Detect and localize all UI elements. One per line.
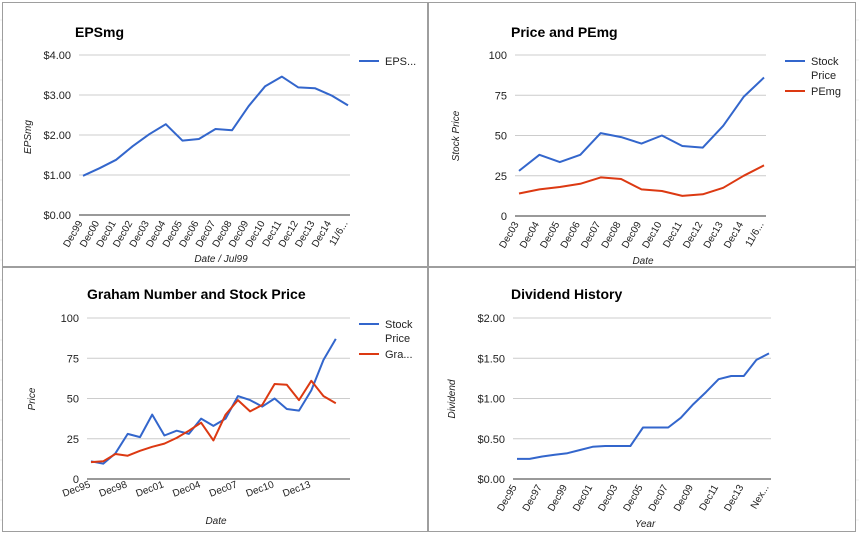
legend-label: PEmg [811, 86, 841, 98]
x-axis-label: Date / Jul99 [194, 254, 248, 265]
x-tick-label: Dec03 [596, 483, 620, 514]
y-tick-label: 75 [495, 90, 507, 102]
x-tick-label: Dec01 [135, 479, 166, 499]
x-tick-label: Dec10 [245, 479, 276, 499]
legend-label: EPS... [385, 56, 416, 68]
legend-label: Stock Price [385, 319, 413, 345]
x-tick-label: Dec99 [546, 483, 570, 514]
series-line-0 [517, 352, 770, 460]
y-tick-label: $1.50 [477, 353, 505, 365]
x-tick-label: Dec01 [571, 483, 595, 514]
y-tick-label: $0.00 [477, 474, 505, 486]
x-tick-label: Dec07 [208, 479, 239, 499]
chart-panel-dividend: Dividend History $2.00 $1.50 $1.00 $0.50 $0.… [428, 267, 856, 532]
series-line-0 [90, 338, 337, 465]
chart-panel-epsmg: EPSmg $4.00 $3.00 $2.00 $1.00 $0.00 Dec99 Dec… [2, 2, 428, 267]
y-tick-label: $4.00 [43, 50, 71, 62]
y-tick-label: 100 [61, 313, 79, 325]
x-tick-label: Dec07 [647, 483, 671, 514]
y-tick-label: $1.00 [477, 394, 505, 406]
y-tick-label: 50 [67, 394, 79, 406]
x-tick-label: Dec05 [622, 483, 646, 514]
x-tick-label: Dec13 [722, 483, 746, 514]
y-axis-label: Price [27, 387, 38, 410]
chart-title: Graham Number and Stock Price [87, 286, 306, 302]
chart-title: Price and PEmg [511, 24, 618, 40]
y-axis-label: EPSmg [23, 120, 34, 154]
y-tick-label: $0.50 [477, 434, 505, 446]
y-axis-label: Dividend [447, 379, 458, 418]
y-tick-label: $0.00 [43, 210, 71, 222]
x-tick-label: Dec14 [722, 220, 746, 251]
x-tick-label: Dec13 [281, 479, 312, 499]
x-tick-label: Dec11 [698, 483, 722, 513]
y-tick-label: $1.00 [43, 170, 71, 182]
series-line-1 [518, 164, 765, 197]
chart-title: Dividend History [511, 286, 622, 302]
chart-panel-graham: Graham Number and Stock Price 100 75 50 25 0… [2, 267, 428, 532]
dividend-chart: Dividend History $2.00 $1.50 $1.00 $0.50 $0.… [447, 286, 772, 530]
x-tick-label: Dec04 [171, 479, 202, 499]
graham-chart: Graham Number and Stock Price 100 75 50 25 0… [27, 286, 413, 527]
y-axis-label: Stock Price [451, 110, 462, 161]
x-tick-label: Dec95 [496, 483, 520, 514]
y-tick-label: 0 [501, 211, 507, 223]
legend-label: Gra... [385, 349, 413, 361]
series-line-0 [82, 75, 349, 177]
y-tick-label: 0 [73, 474, 79, 486]
x-axis-label: Date [205, 516, 227, 527]
y-tick-label: 100 [489, 50, 507, 62]
y-tick-label: 75 [67, 353, 79, 365]
x-tick-label: Dec10 [641, 220, 665, 251]
chart-title: EPSmg [75, 24, 124, 40]
y-tick-label: 25 [67, 434, 79, 446]
series-line-1 [90, 379, 337, 464]
y-tick-label: 50 [495, 131, 507, 143]
y-tick-label: $2.00 [43, 130, 71, 142]
legend-label: Stock Price [811, 56, 839, 82]
series-line-0 [518, 76, 765, 172]
y-tick-label: 25 [495, 171, 507, 183]
x-tick-label: Dec09 [672, 483, 696, 514]
y-tick-label: $3.00 [43, 90, 71, 102]
x-tick-label: Dec97 [521, 483, 545, 514]
x-tick-label: 11/6... [744, 220, 767, 249]
y-tick-label: $2.00 [477, 313, 505, 325]
x-tick-label: Nex... [749, 483, 772, 511]
epsmg-chart: EPSmg $4.00$3.00$2.00$1.00$0.00 Dec99Dec… [23, 24, 416, 265]
x-axis-label: Year [635, 519, 656, 530]
x-axis-label: Date [632, 256, 654, 267]
chart-panel-price-pemg: Price and PEmg 100 75 50 25 0 Dec03 Dec04 Dec0… [428, 2, 856, 267]
x-tick-label: Dec98 [98, 479, 129, 499]
